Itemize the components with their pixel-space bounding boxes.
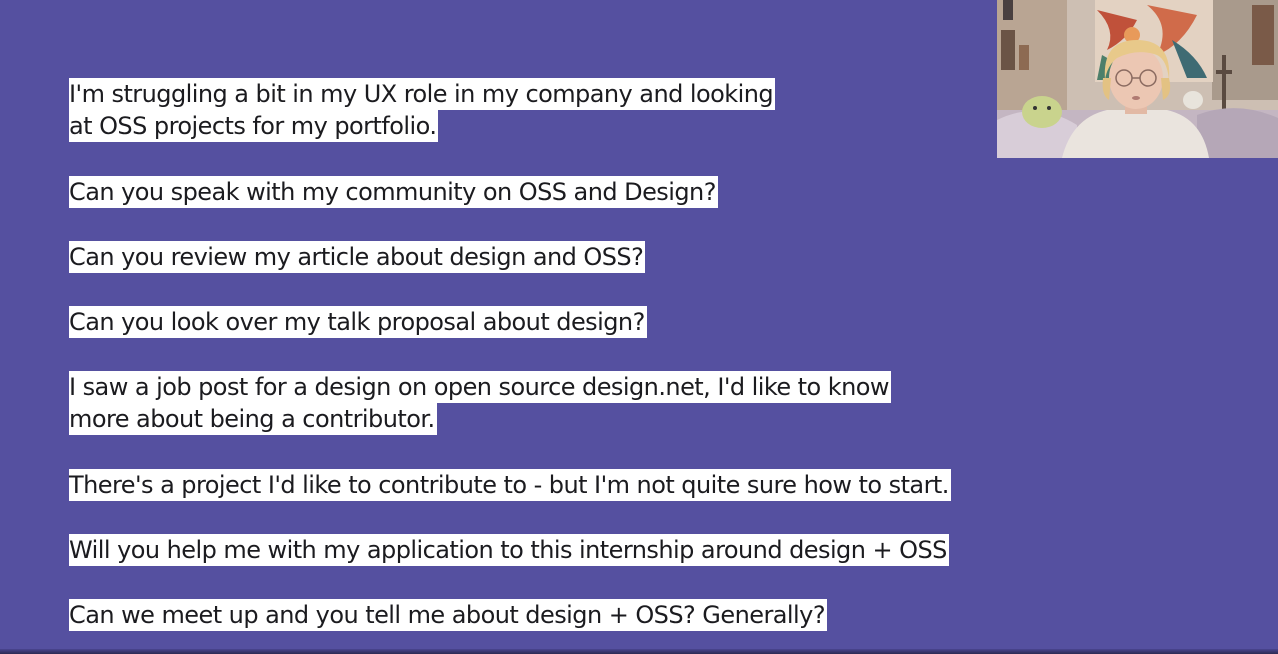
webcam-scene: [997, 0, 1278, 158]
question-6: There's a project I'd like to contribute…: [69, 469, 951, 501]
question-1: I'm struggling a bit in my UX role in my…: [69, 78, 776, 142]
question-7: Will you help me with my application to …: [69, 534, 949, 566]
question-8-line-1: Can we meet up and you tell me about des…: [69, 599, 828, 631]
question-4-line-1: Can you look over my talk proposal about…: [69, 306, 647, 338]
question-5-line-1: I saw a job post for a design on open so…: [69, 371, 891, 403]
question-3-line-1: Can you review my article about design a…: [69, 241, 646, 273]
question-5: I saw a job post for a design on open so…: [69, 371, 891, 435]
question-8: Can we meet up and you tell me about des…: [69, 599, 828, 631]
question-7-line-1: Will you help me with my application to …: [69, 534, 949, 566]
question-1-line-2: at OSS projects for my portfolio.: [69, 110, 439, 142]
slide-bottom-edge: [0, 649, 1278, 654]
question-3: Can you review my article about design a…: [69, 241, 646, 273]
presenter-video-icon: [997, 0, 1278, 158]
question-6-line-1: There's a project I'd like to contribute…: [69, 469, 951, 501]
question-2: Can you speak with my community on OSS a…: [69, 176, 718, 208]
question-2-line-1: Can you speak with my community on OSS a…: [69, 176, 718, 208]
question-4: Can you look over my talk proposal about…: [69, 306, 647, 338]
question-5-line-2: more about being a contributor.: [69, 403, 437, 435]
question-1-line-1: I'm struggling a bit in my UX role in my…: [69, 78, 776, 110]
